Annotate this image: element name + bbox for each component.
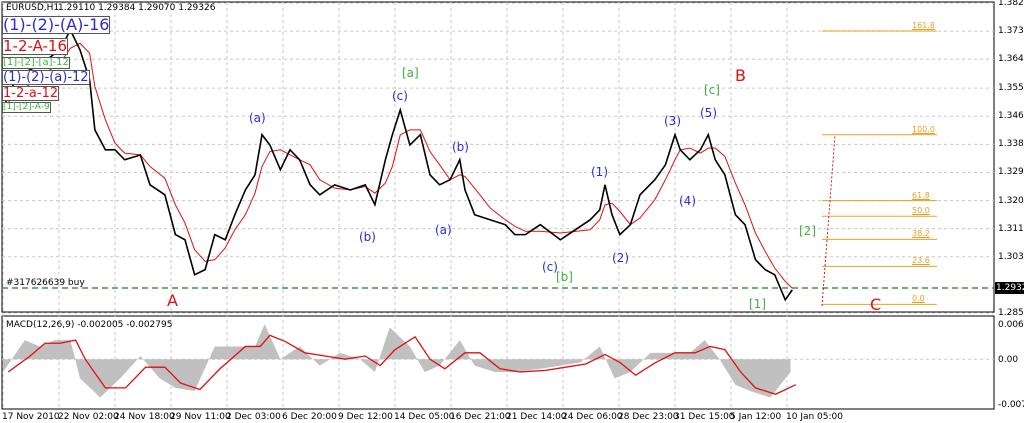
time-axis-label: 24 Dec 06:00 [562, 412, 623, 422]
time-axis-label: 10 Jan 05:00 [786, 412, 843, 422]
wave-label: [b] [556, 270, 573, 284]
wave-label: [a] [402, 66, 419, 80]
order-label: #317626639 buy [6, 278, 85, 288]
time-axis-label: 22 Nov 02:00 [58, 412, 119, 422]
wave-label: C [870, 295, 882, 314]
price-axis-label: 1.35570 [998, 83, 1024, 94]
price-axis-label: 1.37345 [998, 26, 1024, 37]
fib-level-label: 38.2 [912, 229, 930, 239]
fib-level-label: 161.8 [912, 20, 935, 30]
macd-label: MACD(12,26,9) -0.002005 -0.002795 [6, 320, 173, 330]
macd-axis-label: 0.006462 [998, 320, 1024, 330]
time-axis-label: 21 Dec 14:00 [506, 412, 567, 422]
macd-panel-border [1, 315, 995, 410]
current-price-marker [995, 282, 1024, 294]
price-line [2, 28, 793, 302]
time-axis-label: 2 Dec 03:00 [226, 412, 281, 422]
price-axis-label: 1.32945 [998, 167, 1024, 178]
macd-axis-label: 0.00 [998, 355, 1019, 365]
wave-label: A [167, 291, 178, 310]
macd-signal-line [7, 334, 797, 395]
fib-level-label: 0.0 [912, 294, 925, 304]
wave-label: (b) [452, 140, 469, 154]
fib-level-label: 50.0 [912, 206, 930, 216]
price-axis-label: 1.28570 [998, 308, 1024, 318]
wave-label: (a) [435, 223, 452, 237]
price-axis-label: 1.30320 [998, 251, 1024, 262]
price-axis-label: 1.33820 [998, 139, 1024, 150]
wave-label: (2) [612, 251, 629, 265]
wave-label: (a) [249, 111, 266, 125]
wave-label: (b) [359, 230, 376, 244]
price-axis-label: 1.31195 [998, 223, 1024, 234]
fibonacci-levels[interactable] [822, 30, 937, 305]
current-price-label: 1.29326 [996, 283, 1024, 293]
wave-label: (4) [679, 194, 696, 208]
ohlc-values: 1.29110 1.29384 1.29070 1.29326 [58, 3, 216, 13]
price-axis-label: 1.34695 [998, 111, 1024, 122]
macd-indicator [3, 324, 797, 398]
time-axis-label: 9 Dec 12:00 [338, 412, 393, 422]
legend-box: 1-2-a-12 [2, 86, 60, 101]
wave-label: B [735, 66, 746, 85]
time-axis-label: 17 Nov 2010 [2, 412, 60, 422]
wave-label: (3) [664, 114, 681, 128]
wave-label: (c) [542, 260, 558, 274]
price-axis-label: 1.32070 [998, 195, 1024, 206]
time-axis-label: 24 Nov 18:00 [114, 412, 175, 422]
price-axis-label: 1.36470 [998, 54, 1024, 65]
macd-axis-label: -0.007496 [998, 400, 1024, 410]
time-axis-label: 14 Dec 05:00 [394, 412, 455, 422]
wave-label: [2] [799, 224, 816, 238]
moving-average-line [2, 42, 793, 289]
legend-box: [1]-[2]-A-9 [2, 102, 51, 113]
time-axis-label: 5 Jan 12:00 [730, 412, 782, 422]
fib-trendline[interactable] [821, 134, 836, 307]
symbol-label: EURUSD,H1 [6, 3, 60, 13]
fib-level-label: 23.6 [912, 256, 930, 266]
legend-box: 1-2-A-16 [2, 37, 69, 55]
wave-label: [1] [749, 297, 766, 311]
time-axis-label: 16 Dec 21:00 [450, 412, 511, 422]
fib-level-label: 61.8 [912, 190, 930, 200]
wave-label: (c) [392, 89, 408, 103]
main-chart-border [1, 1, 995, 313]
wave-label: (5) [700, 106, 717, 120]
price-axis-label: 1.38220 [998, 0, 1024, 8]
fib-level-label: 100.0 [912, 124, 935, 134]
time-axis-label: 31 Dec 15:00 [674, 412, 735, 422]
legend-box: (1)-(2)-(a)-12 [2, 70, 90, 85]
grid [2, 2, 994, 409]
time-axis-label: 6 Dec 20:00 [282, 412, 337, 422]
legend-box: [1]-[2]-[a]-12 [2, 57, 70, 69]
macd-histogram [3, 324, 791, 398]
wave-label: [c] [704, 83, 720, 97]
legend-box: (1)-(2)-(A)-16 [2, 15, 111, 34]
time-axis-label: 29 Nov 11:00 [170, 412, 231, 422]
wave-label: (1) [591, 165, 608, 179]
time-axis-label: 28 Dec 23:00 [618, 412, 679, 422]
